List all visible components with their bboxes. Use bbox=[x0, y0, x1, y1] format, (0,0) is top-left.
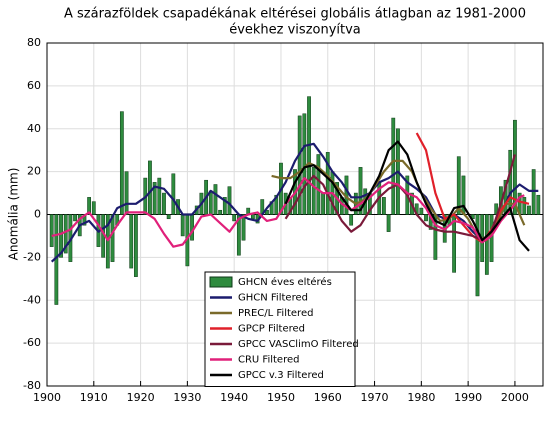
bar bbox=[162, 192, 166, 215]
bar bbox=[208, 190, 213, 215]
x-tick-label: 1990 bbox=[454, 391, 482, 404]
bar bbox=[522, 197, 527, 215]
legend-label: GPCP Filtered bbox=[238, 324, 305, 335]
x-tick-label: 1960 bbox=[314, 391, 342, 404]
bar bbox=[424, 214, 428, 222]
bar bbox=[171, 173, 176, 215]
legend-swatch bbox=[209, 276, 233, 288]
bar bbox=[152, 182, 157, 215]
y-tick-label: -20 bbox=[23, 250, 41, 263]
bar bbox=[59, 214, 63, 258]
x-tick-label: 1940 bbox=[220, 391, 248, 404]
bar bbox=[302, 113, 307, 215]
y-tick-label: 0 bbox=[34, 208, 41, 221]
bar bbox=[527, 205, 531, 215]
y-tick-label: -60 bbox=[23, 336, 41, 349]
x-tick-label: 1980 bbox=[407, 391, 435, 404]
y-axis-label: Anomália (mm) bbox=[7, 168, 21, 261]
line bbox=[284, 140, 530, 252]
bar bbox=[232, 214, 237, 222]
bar bbox=[274, 194, 279, 215]
x-tick-label: 1970 bbox=[361, 391, 389, 404]
bar bbox=[386, 214, 391, 232]
bar bbox=[484, 214, 489, 275]
chart-title: évekhez viszonyítva bbox=[229, 23, 361, 38]
bar bbox=[218, 209, 223, 215]
bar bbox=[419, 207, 424, 215]
y-tick-label: -40 bbox=[23, 293, 41, 306]
bar bbox=[475, 214, 480, 297]
legend-label: GPCC VASClimO Filtered bbox=[238, 339, 359, 350]
bar bbox=[227, 186, 232, 215]
x-tick-label: 1950 bbox=[267, 391, 295, 404]
bar bbox=[190, 214, 194, 241]
y-tick-label: -80 bbox=[23, 379, 41, 392]
bar bbox=[222, 197, 227, 215]
x-tick-label: 1910 bbox=[80, 391, 108, 404]
bar bbox=[119, 111, 124, 215]
x-tick-label: 1900 bbox=[33, 391, 61, 404]
bar bbox=[213, 184, 218, 215]
bar bbox=[311, 167, 316, 215]
bar bbox=[536, 194, 541, 215]
bar bbox=[358, 167, 363, 215]
bar bbox=[508, 149, 513, 215]
bar bbox=[325, 152, 330, 215]
bar bbox=[316, 154, 321, 215]
bar bbox=[134, 214, 138, 277]
legend-label: GHCN Filtered bbox=[238, 293, 308, 304]
x-tick-label: 1920 bbox=[127, 391, 155, 404]
bar bbox=[489, 214, 494, 262]
bar bbox=[73, 214, 77, 222]
legend-label: GPCC v.3 Filtered bbox=[238, 370, 324, 381]
bar bbox=[129, 214, 134, 269]
bar bbox=[148, 160, 152, 215]
x-tick-label: 2000 bbox=[501, 391, 529, 404]
y-tick-label: 80 bbox=[27, 36, 41, 49]
bar bbox=[513, 119, 517, 215]
legend: GHCN éves eltérés GHCN Filtered PREC/L Fil… bbox=[204, 271, 359, 387]
chart-title: A szárazföldek csapadékának eltérései gl… bbox=[64, 7, 526, 22]
bar bbox=[241, 214, 246, 241]
bar bbox=[382, 197, 386, 215]
bar bbox=[49, 214, 54, 247]
bar bbox=[297, 115, 302, 215]
bar bbox=[321, 192, 325, 215]
legend-label: GHCN éves eltérés bbox=[238, 276, 332, 288]
bar bbox=[157, 177, 162, 215]
bar bbox=[250, 214, 255, 220]
bar bbox=[166, 214, 171, 220]
line bbox=[51, 177, 525, 248]
bar bbox=[63, 214, 68, 254]
bar bbox=[391, 117, 396, 215]
legend-label: CRU Filtered bbox=[238, 355, 299, 366]
legend-label: PREC/L Filtered bbox=[238, 308, 313, 319]
y-tick-label: 20 bbox=[27, 165, 41, 178]
y-tick-label: 60 bbox=[27, 79, 41, 92]
y-tick-label: 40 bbox=[27, 122, 41, 135]
bar bbox=[456, 156, 461, 215]
bar bbox=[110, 214, 115, 262]
bar bbox=[91, 201, 96, 215]
x-tick-label: 1930 bbox=[173, 391, 201, 404]
bar bbox=[307, 96, 311, 215]
bar bbox=[265, 209, 269, 215]
bar bbox=[87, 197, 92, 215]
bar bbox=[349, 214, 354, 226]
bar bbox=[124, 171, 129, 215]
bar bbox=[180, 214, 185, 237]
